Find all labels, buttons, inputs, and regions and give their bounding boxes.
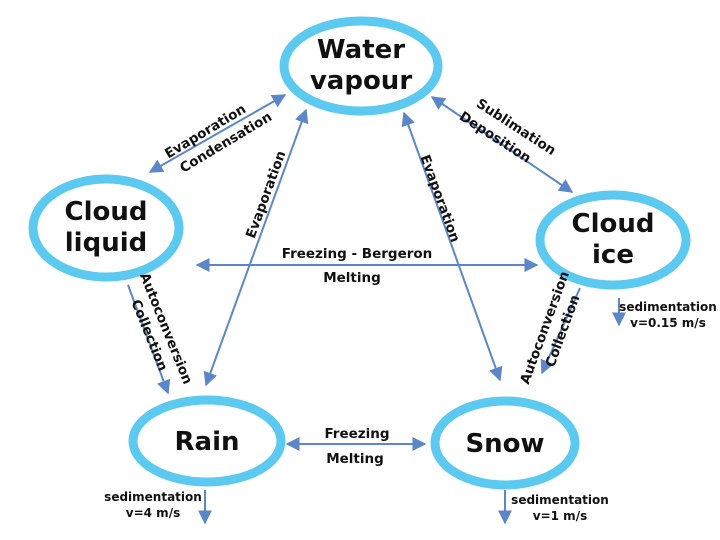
sed-snow-label: sedimentation xyxy=(511,493,609,507)
arrow-vapour-snow xyxy=(401,111,503,382)
label-evaporation-3: Evaporation xyxy=(417,153,463,245)
label-vapour-rain: Evaporation xyxy=(243,149,289,241)
water-vapour-line1: Water xyxy=(317,35,405,65)
sed-ice-speed: v=0.15 m/s xyxy=(630,316,706,330)
node-rain: Rain xyxy=(128,395,286,487)
label-vapour-liquid: Evaporation Condensation xyxy=(162,101,275,176)
water-vapour-line2: vapour xyxy=(310,66,412,96)
node-cloud-ice: Cloud ice xyxy=(535,190,691,290)
cloud-ice-line1: Cloud xyxy=(572,209,655,239)
cloud-liquid-line1: Cloud xyxy=(65,197,148,227)
label-vapour-ice: Sublimation Deposition xyxy=(456,96,558,167)
sed-rain-label: sedimentation xyxy=(104,490,202,504)
node-snow: Snow xyxy=(430,396,580,490)
sed-rain-speed: v=4 m/s xyxy=(126,506,180,520)
sed-ice-label: sedimentation xyxy=(619,300,717,314)
label-melting-1: Melting xyxy=(323,270,381,286)
snow-label: Snow xyxy=(465,429,544,459)
sed-snow-speed: v=1 m/s xyxy=(533,509,587,523)
node-cloud-liquid: Cloud liquid xyxy=(28,174,184,282)
node-water-vapour: Water vapour xyxy=(279,16,443,116)
arrow-liquid-rain xyxy=(127,284,171,395)
rain-label: Rain xyxy=(175,427,240,457)
arrow-ice-snow xyxy=(540,287,581,375)
label-freezing: Freezing xyxy=(324,426,389,442)
cloud-liquid-line2: liquid xyxy=(65,228,147,258)
label-melting-2: Melting xyxy=(326,451,384,467)
label-freezing-bergeron: Freezing - Bergeron xyxy=(282,246,433,262)
label-vapour-snow: Evaporation xyxy=(417,153,463,245)
label-liquid-rain: Autoconversion Collection xyxy=(127,271,195,387)
label-ice-snow: Autoconversion Collection xyxy=(517,269,583,386)
cloud-ice-line2: ice xyxy=(592,240,634,270)
label-evaporation-2: Evaporation xyxy=(243,149,289,241)
arrow-vapour-rain xyxy=(203,108,309,387)
